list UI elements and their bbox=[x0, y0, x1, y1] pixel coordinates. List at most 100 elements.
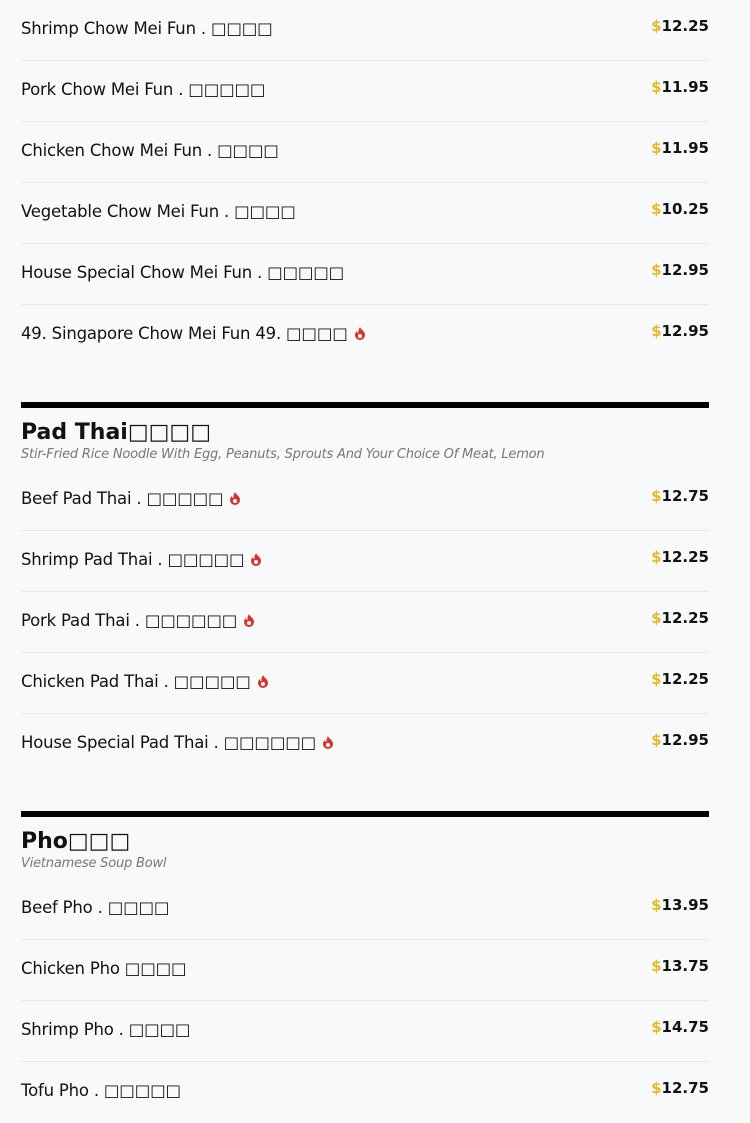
item-name-text: Tofu Pho . □□□□□ bbox=[21, 1081, 181, 1100]
menu-item[interactable]: Shrimp Chow Mei Fun . □□□□ $12.25 bbox=[21, 0, 709, 61]
dollar-sign: $ bbox=[651, 548, 662, 566]
item-name: Pork Chow Mei Fun . □□□□□ bbox=[21, 80, 265, 99]
item-name-text: Pork Pad Thai . □□□□□□ bbox=[21, 611, 238, 630]
price-value: 12.75 bbox=[661, 1079, 709, 1097]
price-value: 10.25 bbox=[661, 200, 709, 218]
item-name: Beef Pho . □□□□ bbox=[21, 898, 169, 917]
item-price: $12.75 bbox=[651, 1079, 709, 1097]
item-price: $12.75 bbox=[651, 487, 709, 505]
item-price: $10.25 bbox=[651, 200, 709, 218]
dollar-sign: $ bbox=[651, 322, 662, 340]
item-name-text: Shrimp Chow Mei Fun . □□□□ bbox=[21, 19, 273, 38]
menu-item[interactable]: Shrimp Pho . □□□□ $14.75 bbox=[21, 1001, 709, 1062]
item-price: $11.95 bbox=[651, 139, 709, 157]
section-description: Stir-Fried Rice Noodle With Egg, Peanuts… bbox=[21, 447, 545, 462]
menu: Shrimp Chow Mei Fun . □□□□ $12.25 Pork Cho… bbox=[21, 0, 709, 1123]
menu-section: Pad Thai□□□□ Stir-Fried Rice Noodle With … bbox=[21, 402, 709, 775]
spicy-fire-icon bbox=[354, 325, 366, 340]
menu-item[interactable]: Tofu Pho . □□□□□ $12.75 bbox=[21, 1062, 709, 1123]
dollar-sign: $ bbox=[651, 261, 662, 279]
item-price: $11.95 bbox=[651, 78, 709, 96]
price-value: 11.95 bbox=[661, 139, 709, 157]
item-price: $12.25 bbox=[651, 670, 709, 688]
dollar-sign: $ bbox=[651, 139, 662, 157]
item-price: $13.95 bbox=[651, 896, 709, 914]
menu-item[interactable]: Chicken Pho □□□□ $13.75 bbox=[21, 940, 709, 1001]
item-name-text: House Special Pad Thai . □□□□□□ bbox=[21, 733, 316, 752]
price-value: 12.95 bbox=[661, 261, 709, 279]
dollar-sign: $ bbox=[651, 487, 662, 505]
item-name-text: Vegetable Chow Mei Fun . □□□□ bbox=[21, 202, 296, 221]
item-name-text: Chicken Pho □□□□ bbox=[21, 959, 187, 978]
menu-item[interactable]: House Special Pad Thai . □□□□□□ $12.95 bbox=[21, 714, 709, 775]
item-name: Chicken Pad Thai . □□□□□ bbox=[21, 672, 269, 691]
section-title: Pho□□□ bbox=[21, 829, 131, 854]
price-value: 12.25 bbox=[661, 670, 709, 688]
item-name: Beef Pad Thai . □□□□□ bbox=[21, 489, 241, 508]
price-value: 12.25 bbox=[661, 548, 709, 566]
section-title: Pad Thai□□□□ bbox=[21, 420, 211, 445]
item-name: Tofu Pho . □□□□□ bbox=[21, 1081, 181, 1100]
item-name: Shrimp Pho . □□□□ bbox=[21, 1020, 190, 1039]
item-name-text: Pork Chow Mei Fun . □□□□□ bbox=[21, 80, 266, 99]
dollar-sign: $ bbox=[651, 78, 662, 96]
item-name-text: Chicken Chow Mei Fun . □□□□ bbox=[21, 141, 279, 160]
item-name-text: Shrimp Pad Thai . □□□□□ bbox=[21, 550, 245, 569]
item-name: 49. Singapore Chow Mei Fun 49. □□□□ bbox=[21, 324, 366, 343]
item-name-text: Beef Pad Thai . □□□□□ bbox=[21, 489, 224, 508]
item-price: $12.95 bbox=[651, 322, 709, 340]
item-name-text: Chicken Pad Thai . □□□□□ bbox=[21, 672, 251, 691]
spicy-fire-icon bbox=[243, 612, 255, 627]
spicy-fire-icon bbox=[257, 673, 269, 688]
dollar-sign: $ bbox=[651, 17, 662, 35]
item-name: Chicken Chow Mei Fun . □□□□ bbox=[21, 141, 279, 160]
dollar-sign: $ bbox=[651, 731, 662, 749]
menu-section: Shrimp Chow Mei Fun . □□□□ $12.25 Pork Cho… bbox=[21, 0, 709, 366]
price-value: 13.95 bbox=[661, 896, 709, 914]
item-name-text: House Special Chow Mei Fun . □□□□□ bbox=[21, 263, 345, 282]
menu-item[interactable]: Beef Pho . □□□□ $13.95 bbox=[21, 879, 709, 940]
menu-item[interactable]: 49. Singapore Chow Mei Fun 49. □□□□ $12.9… bbox=[21, 305, 709, 366]
menu-item[interactable]: Chicken Chow Mei Fun . □□□□ $11.95 bbox=[21, 122, 709, 183]
price-value: 12.25 bbox=[661, 609, 709, 627]
item-name: House Special Pad Thai . □□□□□□ bbox=[21, 733, 334, 752]
item-name-text: 49. Singapore Chow Mei Fun 49. □□□□ bbox=[21, 324, 348, 343]
menu-item[interactable]: Shrimp Pad Thai . □□□□□ $12.25 bbox=[21, 531, 709, 592]
section-description: Vietnamese Soup Bowl bbox=[21, 856, 167, 871]
price-value: 12.75 bbox=[661, 487, 709, 505]
item-price: $12.95 bbox=[651, 731, 709, 749]
menu-item[interactable]: Pork Pad Thai . □□□□□□ $12.25 bbox=[21, 592, 709, 653]
dollar-sign: $ bbox=[651, 609, 662, 627]
price-value: 14.75 bbox=[661, 1018, 709, 1036]
price-value: 11.95 bbox=[661, 78, 709, 96]
menu-item[interactable]: Beef Pad Thai . □□□□□ $12.75 bbox=[21, 470, 709, 531]
item-price: $12.25 bbox=[651, 17, 709, 35]
dollar-sign: $ bbox=[651, 670, 662, 688]
item-name: Shrimp Chow Mei Fun . □□□□ bbox=[21, 19, 273, 38]
item-name: House Special Chow Mei Fun . □□□□□ bbox=[21, 263, 344, 282]
item-price: $12.25 bbox=[651, 609, 709, 627]
item-name: Chicken Pho □□□□ bbox=[21, 959, 187, 978]
dollar-sign: $ bbox=[651, 1079, 662, 1097]
item-name-text: Beef Pho . □□□□ bbox=[21, 898, 170, 917]
item-name: Shrimp Pad Thai . □□□□□ bbox=[21, 550, 262, 569]
item-price: $13.75 bbox=[651, 957, 709, 975]
dollar-sign: $ bbox=[651, 200, 662, 218]
spicy-fire-icon bbox=[229, 490, 241, 505]
menu-section: Pho□□□ Vietnamese Soup Bowl Beef Pho . □□□… bbox=[21, 811, 709, 1123]
menu-item[interactable]: House Special Chow Mei Fun . □□□□□ $12.95 bbox=[21, 244, 709, 305]
price-value: 12.95 bbox=[661, 322, 709, 340]
price-value: 13.75 bbox=[661, 957, 709, 975]
price-value: 12.25 bbox=[661, 17, 709, 35]
item-name: Pork Pad Thai . □□□□□□ bbox=[21, 611, 255, 630]
menu-item[interactable]: Pork Chow Mei Fun . □□□□□ $11.95 bbox=[21, 61, 709, 122]
item-price: $12.25 bbox=[651, 548, 709, 566]
dollar-sign: $ bbox=[651, 1018, 662, 1036]
menu-item[interactable]: Vegetable Chow Mei Fun . □□□□ $10.25 bbox=[21, 183, 709, 244]
item-name-text: Shrimp Pho . □□□□ bbox=[21, 1020, 191, 1039]
item-price: $12.95 bbox=[651, 261, 709, 279]
item-price: $14.75 bbox=[651, 1018, 709, 1036]
menu-item[interactable]: Chicken Pad Thai . □□□□□ $12.25 bbox=[21, 653, 709, 714]
spicy-fire-icon bbox=[322, 734, 334, 749]
dollar-sign: $ bbox=[651, 896, 662, 914]
